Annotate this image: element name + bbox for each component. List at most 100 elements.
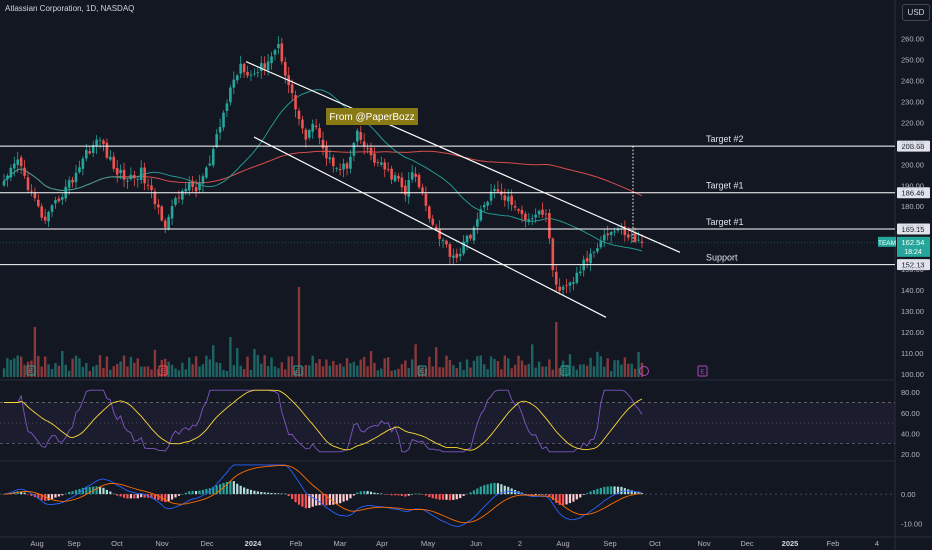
annotation-text: From @PaperBozz <box>329 112 414 123</box>
macd-histogram-bar <box>342 494 345 502</box>
volume-bar <box>26 361 30 377</box>
macd-histogram-bar <box>586 493 589 495</box>
candle-body <box>78 167 81 173</box>
candle-body <box>12 163 16 169</box>
candle-body <box>318 128 321 138</box>
volume-bar <box>544 366 548 377</box>
macd-histogram-bar <box>592 490 596 495</box>
price-tick-label: 170.00 <box>901 223 924 232</box>
time-tick-label: Jun <box>470 539 482 548</box>
macd-histogram-bar <box>421 494 424 495</box>
macd-histogram-bar <box>393 494 397 496</box>
candle-body <box>122 169 126 180</box>
volume-bar <box>582 364 585 377</box>
macd-histogram-bar <box>215 485 218 495</box>
candle-body <box>109 156 112 160</box>
volume-bar <box>284 369 287 377</box>
candle-body <box>19 157 23 167</box>
macd-histogram-bar <box>582 494 585 495</box>
time-tick-label: 2024 <box>245 539 263 548</box>
volume-bar <box>297 287 301 377</box>
candle-body <box>421 187 424 193</box>
volume-bar <box>362 356 366 377</box>
macd-histogram-bar <box>465 493 469 495</box>
macd-histogram-bar <box>140 494 143 498</box>
macd-histogram-bar <box>311 494 314 507</box>
volume-bar <box>609 370 613 377</box>
price-tick-label: 240.00 <box>901 76 924 85</box>
volume-bar <box>157 369 160 377</box>
volume-bar <box>280 362 284 377</box>
volume-bar <box>572 365 575 377</box>
candle-body <box>589 253 592 264</box>
candle-body <box>160 206 164 221</box>
macd-histogram-bar <box>441 494 445 500</box>
candle-body <box>105 142 109 158</box>
candle-body <box>551 238 555 271</box>
candle-body <box>530 218 534 219</box>
macd-histogram-bar <box>428 494 431 498</box>
candle-body <box>112 156 116 169</box>
macd-histogram-bar <box>263 492 266 495</box>
macd-histogram-bar <box>239 485 242 495</box>
volume-bar <box>318 359 321 377</box>
rsi-line <box>4 389 643 453</box>
macd-histogram-bar <box>68 491 71 495</box>
volume-bar <box>91 366 95 377</box>
volume-bar <box>136 358 139 377</box>
earnings-marker <box>560 365 570 376</box>
candle-body <box>150 185 153 191</box>
macd-histogram-bar <box>637 492 640 495</box>
volume-bar <box>397 368 400 377</box>
macd-histogram-bar <box>98 486 102 495</box>
macd-line <box>3 464 643 527</box>
candle-body <box>177 197 181 199</box>
macd-histogram-bar <box>407 494 410 496</box>
volume-bar <box>229 337 232 377</box>
level-price-tag <box>897 187 930 199</box>
macd-histogram-bar <box>589 491 592 495</box>
candle-body <box>26 177 30 190</box>
volume-bar <box>140 366 143 377</box>
macd-histogram-bar <box>119 494 122 497</box>
candle-body <box>95 139 98 147</box>
candle-body <box>170 206 174 219</box>
currency-button[interactable]: USD <box>902 4 930 21</box>
volume-bar <box>263 355 266 377</box>
next-earnings-marker <box>639 366 649 376</box>
price-tick-label: 230.00 <box>901 97 924 106</box>
time-tick-label: 2 <box>518 539 522 548</box>
macd-histogram-bar <box>537 494 541 495</box>
volume-bar <box>54 363 57 377</box>
volume-bar <box>431 366 434 377</box>
candle-body <box>513 206 517 208</box>
volume-bar <box>273 366 277 377</box>
macd-histogram-bar <box>500 484 503 495</box>
volume-bar <box>61 350 64 377</box>
macd-histogram-bar <box>544 494 548 495</box>
candle-body <box>30 190 33 192</box>
macd-tick-label: 0.00 <box>901 490 916 499</box>
volume-bar <box>232 365 236 377</box>
macd-histogram-bar <box>256 491 259 495</box>
volume-bar <box>133 362 136 377</box>
candle-body <box>194 187 198 192</box>
macd-histogram-bar <box>438 494 441 500</box>
candle-body <box>222 112 225 128</box>
macd-histogram-bar <box>551 494 554 500</box>
volume-bar <box>531 344 534 377</box>
macd-histogram-bar <box>181 494 184 495</box>
volume-bar <box>383 358 386 377</box>
price-tick-label: 200.00 <box>901 160 924 169</box>
price-tick-label: 130.00 <box>901 307 924 316</box>
macd-histogram-bar <box>610 486 613 495</box>
macd-histogram-bar <box>397 494 400 496</box>
macd-histogram-bar <box>105 489 109 495</box>
volume-bar <box>74 355 78 377</box>
macd-histogram-bar <box>345 494 349 501</box>
volume-bar <box>236 348 239 377</box>
macd-histogram-bar <box>325 494 328 506</box>
candle-body <box>380 162 383 165</box>
